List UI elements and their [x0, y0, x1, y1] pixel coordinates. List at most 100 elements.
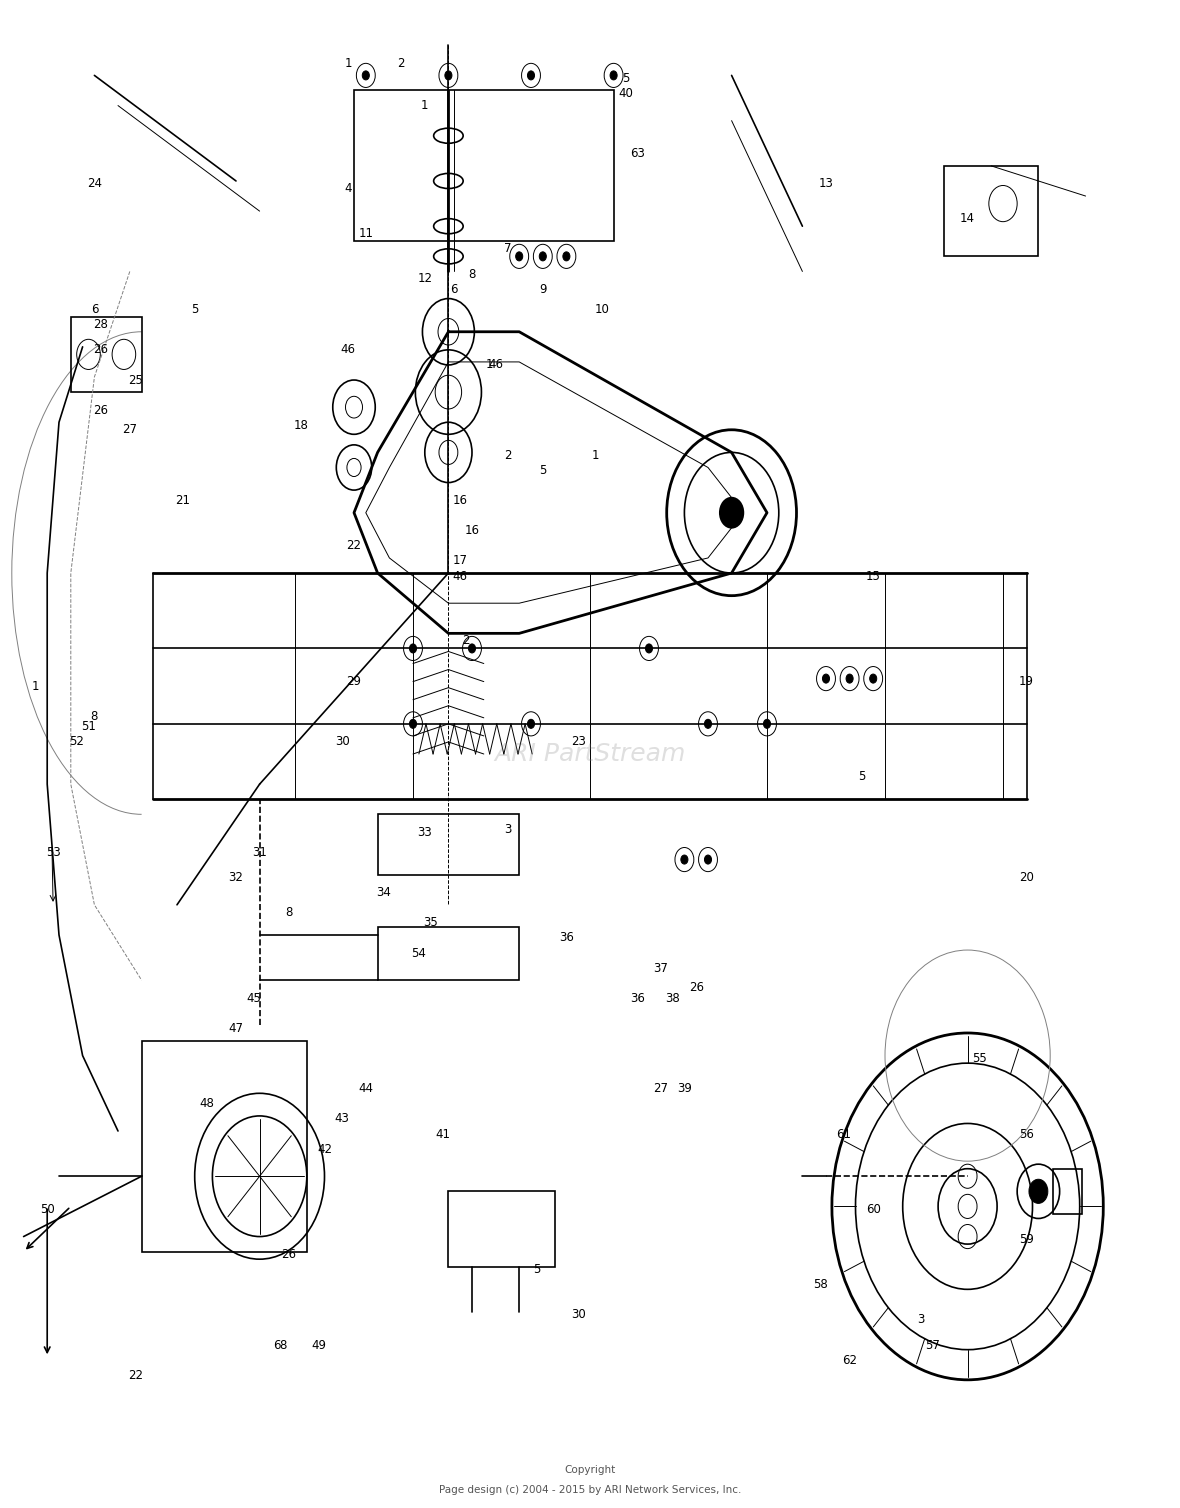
Circle shape: [362, 71, 369, 80]
Text: 5: 5: [622, 72, 629, 84]
Text: 1: 1: [345, 57, 352, 69]
Text: 18: 18: [294, 419, 308, 431]
Text: 38: 38: [666, 992, 680, 1004]
Text: 26: 26: [689, 982, 703, 994]
Text: 63: 63: [630, 148, 644, 160]
Text: ARI PartStream: ARI PartStream: [494, 742, 686, 766]
Circle shape: [468, 644, 476, 653]
Text: 5: 5: [539, 464, 546, 477]
Circle shape: [527, 71, 535, 80]
Text: 26: 26: [282, 1249, 296, 1261]
Text: 37: 37: [654, 962, 668, 974]
Text: 1: 1: [421, 100, 428, 112]
Text: 29: 29: [347, 676, 361, 688]
Bar: [378, 814, 519, 875]
Text: 46: 46: [489, 359, 503, 371]
Text: 20: 20: [1020, 872, 1034, 884]
Text: 22: 22: [129, 1369, 143, 1381]
Text: 23: 23: [571, 736, 585, 748]
Text: 48: 48: [199, 1098, 214, 1110]
Text: 60: 60: [866, 1203, 880, 1215]
Text: 14: 14: [961, 213, 975, 225]
Text: 46: 46: [453, 570, 467, 582]
Text: 33: 33: [418, 826, 432, 838]
Text: 10: 10: [595, 303, 609, 315]
Text: 49: 49: [312, 1339, 326, 1351]
Text: 35: 35: [424, 917, 438, 929]
Circle shape: [610, 71, 617, 80]
Circle shape: [527, 719, 535, 728]
Circle shape: [870, 674, 877, 683]
Text: 30: 30: [335, 736, 349, 748]
Text: 55: 55: [972, 1053, 986, 1065]
Text: 2: 2: [463, 635, 470, 647]
Text: 36: 36: [630, 992, 644, 1004]
Text: 6: 6: [91, 303, 98, 315]
Text: 8: 8: [280, 1339, 287, 1351]
Text: 43: 43: [335, 1113, 349, 1125]
Text: 47: 47: [229, 1022, 243, 1034]
Text: 22: 22: [347, 540, 361, 552]
Circle shape: [563, 252, 570, 261]
Text: 2: 2: [398, 57, 405, 69]
Text: 13: 13: [819, 178, 833, 190]
Text: 26: 26: [93, 404, 107, 416]
Circle shape: [516, 252, 523, 261]
Text: 1: 1: [32, 680, 39, 692]
Text: 2: 2: [504, 449, 511, 461]
Text: 19: 19: [1020, 676, 1034, 688]
Circle shape: [720, 498, 743, 528]
Text: 41: 41: [435, 1128, 450, 1140]
Text: 3: 3: [917, 1313, 924, 1326]
Text: 58: 58: [813, 1279, 827, 1291]
Text: 4: 4: [345, 182, 352, 195]
Text: 1: 1: [592, 449, 599, 461]
Circle shape: [763, 719, 771, 728]
Text: 34: 34: [376, 887, 391, 899]
Text: 30: 30: [571, 1309, 585, 1321]
Text: 15: 15: [866, 570, 880, 582]
Text: 44: 44: [359, 1083, 373, 1095]
Text: 27: 27: [654, 1083, 668, 1095]
Text: 59: 59: [1020, 1234, 1034, 1246]
Text: 53: 53: [46, 846, 60, 858]
Text: 21: 21: [176, 495, 190, 507]
Text: 52: 52: [70, 736, 84, 748]
Circle shape: [539, 252, 546, 261]
Text: 12: 12: [418, 273, 432, 285]
Bar: [944, 166, 1038, 256]
Text: 25: 25: [129, 374, 143, 386]
Text: 6: 6: [274, 1339, 281, 1351]
Text: 8: 8: [468, 268, 476, 280]
Text: 5: 5: [191, 303, 198, 315]
Text: 8: 8: [91, 710, 98, 722]
Text: 27: 27: [123, 424, 137, 436]
Text: 45: 45: [247, 992, 261, 1004]
Circle shape: [445, 71, 452, 80]
Text: 61: 61: [837, 1128, 851, 1140]
Text: 7: 7: [504, 243, 511, 255]
Bar: [378, 927, 519, 980]
Text: 39: 39: [677, 1083, 691, 1095]
Text: 16: 16: [465, 525, 479, 537]
Text: 11: 11: [359, 228, 373, 240]
Bar: [71, 317, 142, 392]
Bar: [448, 1191, 555, 1267]
Text: 40: 40: [618, 87, 632, 100]
Circle shape: [704, 855, 712, 864]
Text: 28: 28: [93, 318, 107, 330]
Bar: [1053, 1169, 1082, 1214]
Text: 62: 62: [843, 1354, 857, 1366]
Text: 5: 5: [858, 771, 865, 783]
Text: 32: 32: [229, 872, 243, 884]
Text: 9: 9: [539, 284, 546, 296]
Text: 1: 1: [486, 359, 493, 371]
Bar: [354, 90, 614, 241]
Circle shape: [645, 644, 653, 653]
Text: 54: 54: [412, 947, 426, 959]
Text: 50: 50: [40, 1203, 54, 1215]
Circle shape: [409, 644, 417, 653]
Circle shape: [1029, 1179, 1048, 1203]
Text: Page design (c) 2004 - 2015 by ARI Network Services, Inc.: Page design (c) 2004 - 2015 by ARI Netwo…: [439, 1485, 741, 1494]
Text: 46: 46: [341, 344, 355, 356]
